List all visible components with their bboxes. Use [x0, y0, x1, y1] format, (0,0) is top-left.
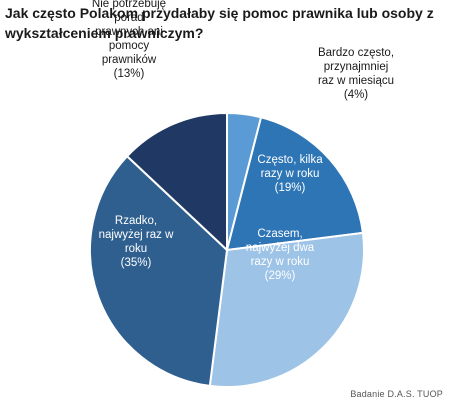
slice-label-bardzo-czesto: Bardzo często, przynajmniej raz w miesiącu… [318, 47, 394, 101]
slice-percent-rzadko: (35%) [121, 257, 152, 269]
slice-label-line: najwyżej dwa [246, 242, 315, 254]
slice-percent-czasem: (29%) [265, 270, 296, 282]
slice-percent-bardzo-czesto: (4%) [344, 89, 368, 101]
slice-label-line: pomocy [109, 40, 150, 52]
slice-label-line: raz w miesiącu [318, 75, 394, 87]
slice-label-line: roku [125, 243, 147, 255]
slice-label-line: przynajmniej [324, 61, 389, 73]
slice-label-czasem: Czasem, najwyżej dwa razy w roku (29%) [246, 228, 315, 282]
slice-label-line: Czasem, [257, 228, 302, 240]
slice-label-line: prawników [102, 54, 157, 66]
source-note: Badanie D.A.S. TUOP [350, 389, 443, 399]
pie-slices [89, 111, 365, 388]
pie-slice-czesto [225, 116, 365, 252]
slice-percent-nie-potrzebuje: (13%) [114, 68, 145, 80]
slice-percent-czesto: (19%) [275, 182, 306, 194]
slice-label-line: razy w roku [251, 256, 310, 268]
slice-label-line: porad [114, 12, 143, 24]
pie-slice-rzadko [89, 154, 229, 388]
pie-labels: Bardzo często, przynajmniej raz w miesiącu… [92, 0, 394, 282]
pie-slice-nie-potrzebuje [125, 111, 228, 253]
slice-label-line: najwyżej raz w [99, 229, 174, 241]
slice-label-rzadko: Rzadko, najwyżej raz w roku (35%) [99, 215, 174, 269]
slice-label-line: Nie potrzebuję [92, 0, 166, 10]
slice-label-czesto: Często, kilka razy w roku (19%) [257, 154, 323, 194]
slice-label-nie-potrzebuje: Nie potrzebuję porad prawnych ani pomocy pra… [92, 0, 166, 80]
slice-label-line: Rzadko, [115, 215, 157, 227]
slice-label-line: prawnych ani [95, 26, 163, 38]
chart-title: Jak często Polakom przydałaby się pomoc … [5, 5, 434, 41]
pie-slice-czasem [208, 231, 365, 388]
slice-label-line: Bardzo często, [318, 47, 394, 59]
slice-label-line: Często, kilka [257, 154, 323, 166]
slice-label-line: razy w roku [261, 168, 320, 180]
